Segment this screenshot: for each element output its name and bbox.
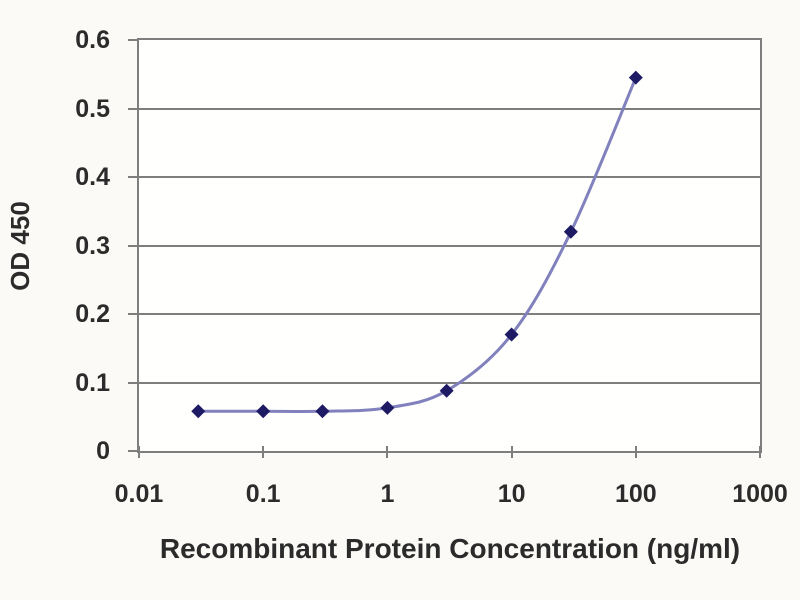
data-point-marker [191, 404, 206, 419]
x-tick-mark [634, 446, 637, 458]
gridline [139, 381, 760, 384]
y-tick-label: 0.1 [75, 368, 110, 397]
x-tick-mark [386, 446, 389, 458]
plot-area [137, 38, 762, 453]
x-tick-mark [138, 446, 140, 458]
gridline [139, 313, 760, 315]
data-point-marker [628, 70, 643, 85]
gridline [139, 244, 760, 247]
x-tick-label: 10 [497, 480, 526, 508]
y-tick-mark [128, 244, 138, 247]
y-tick-mark [128, 176, 138, 178]
data-point-marker [563, 224, 578, 239]
x-tick-label: 0.1 [245, 480, 281, 508]
y-tick-mark [128, 381, 138, 384]
y-tick-label: 0 [96, 437, 110, 465]
data-point-marker [504, 327, 519, 342]
y-tick-label: 0.2 [75, 300, 110, 328]
y-tick-label: 0.3 [75, 231, 110, 260]
x-axis-title: Recombinant Protein Concentration (ng/ml… [159, 533, 741, 564]
y-tick-mark [128, 450, 138, 452]
x-tick-label: 1000 [732, 480, 788, 508]
y-tick-label: 0.5 [75, 94, 110, 123]
x-tick-label: 0.01 [114, 480, 164, 508]
x-tick-label: 1 [380, 480, 395, 508]
x-tick-label: 100 [614, 480, 657, 508]
y-tick-mark [128, 107, 138, 110]
y-tick-label: 0.4 [75, 163, 110, 191]
gridline [139, 176, 760, 178]
data-point-marker [439, 383, 454, 398]
gridline [139, 107, 760, 110]
data-point-marker [380, 400, 395, 415]
x-tick-mark [510, 446, 513, 458]
y-tick-mark [128, 313, 138, 315]
y-tick-label: 0.6 [75, 26, 110, 54]
x-tick-mark [759, 446, 761, 458]
x-tick-mark [262, 446, 265, 458]
data-point-marker [256, 404, 271, 419]
series-line [198, 77, 638, 414]
series-svg [191, 70, 643, 419]
y-tick-mark [128, 39, 138, 41]
data-point-marker [315, 404, 330, 419]
